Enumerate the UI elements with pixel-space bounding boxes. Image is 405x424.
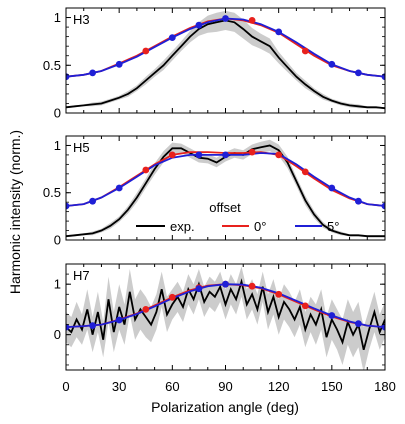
y-axis-label: Harmonic intensity (norm.) [7, 130, 23, 294]
data-point-5deg [89, 197, 96, 205]
data-point-5deg [355, 320, 362, 327]
data-point-0deg [301, 168, 309, 176]
data-point-5deg [115, 316, 123, 324]
data-point-5deg [195, 21, 203, 29]
data-point-5deg [66, 202, 70, 210]
y-tick-label: 0 [54, 233, 61, 248]
legend-label: 5° [327, 219, 339, 234]
x-axis-label: Polarization angle (deg) [151, 399, 299, 415]
data-point-0deg [142, 166, 150, 174]
y-tick-label: 0 [54, 327, 61, 342]
data-point-5deg [275, 28, 283, 36]
data-point-0deg [168, 151, 176, 159]
y-tick-label: 0.5 [43, 185, 61, 200]
data-point-0deg [301, 302, 309, 310]
panel-h5: 0 0.5 1 H5 [43, 135, 386, 248]
y-tick-label: 1 [54, 10, 61, 25]
series-line-exp [66, 19, 385, 110]
panel-h7: 0 1 H7 [54, 263, 386, 371]
data-point-5deg [222, 151, 229, 159]
data-point-5deg [115, 60, 123, 68]
data-point-5deg [355, 69, 362, 77]
data-point-0deg [168, 293, 176, 301]
x-tick-label: 120 [268, 379, 290, 394]
panel-label: H7 [73, 268, 90, 283]
series-line-exp [66, 278, 385, 351]
data-point-5deg [381, 323, 385, 331]
data-point-5deg [222, 280, 229, 288]
plot-area [66, 139, 385, 238]
legend-label: 0° [254, 219, 266, 234]
data-point-0deg [275, 290, 283, 298]
error-band [66, 266, 385, 370]
x-tick-label: 0 [62, 379, 69, 394]
data-point-0deg [142, 47, 150, 55]
legend-title: offset [209, 200, 241, 215]
data-point-5deg [89, 322, 96, 329]
data-point-0deg [301, 47, 309, 55]
data-point-5deg [195, 151, 203, 159]
y-tick-label: 0 [54, 106, 61, 121]
y-tick-label: 1 [54, 138, 61, 153]
y-tick-label: 0.5 [43, 58, 61, 73]
data-point-5deg [381, 202, 385, 210]
data-point-5deg [222, 15, 229, 22]
data-point-0deg [248, 17, 256, 24]
data-point-5deg [328, 184, 336, 192]
data-point-5deg [89, 69, 96, 77]
data-point-5deg [195, 285, 203, 293]
error-band [66, 139, 385, 238]
data-point-5deg [355, 197, 362, 205]
data-point-0deg [248, 148, 256, 156]
x-tick-label: 30 [112, 379, 126, 394]
data-point-0deg [248, 282, 256, 290]
legend-label: exp. [170, 219, 195, 234]
x-tick-label: 150 [321, 379, 343, 394]
x-tick-labels: 0 30 60 90 120 150 180 [62, 379, 395, 394]
x-tick-label: 60 [165, 379, 179, 394]
data-point-5deg [168, 34, 176, 41]
panel-label: H3 [73, 12, 90, 27]
x-tick-label: 90 [218, 379, 232, 394]
data-point-0deg [275, 151, 283, 159]
plot-area [66, 10, 385, 110]
y-tick-label: 1 [54, 277, 61, 292]
legend: offset exp. 0° 5° [136, 200, 339, 234]
data-point-0deg [142, 306, 150, 313]
panel-h3: 0 0.5 1 H3 [43, 7, 386, 121]
panel-label: H5 [73, 140, 90, 155]
data-point-5deg [328, 60, 336, 68]
x-tick-label: 180 [374, 379, 396, 394]
data-point-5deg [115, 184, 123, 192]
plot-area [66, 266, 385, 370]
data-point-5deg [328, 312, 336, 319]
data-point-5deg [66, 323, 70, 331]
error-band [66, 10, 385, 110]
panels: 0 0.5 1 H3 0 0.5 1 H5 0 1 H7 [43, 7, 386, 371]
